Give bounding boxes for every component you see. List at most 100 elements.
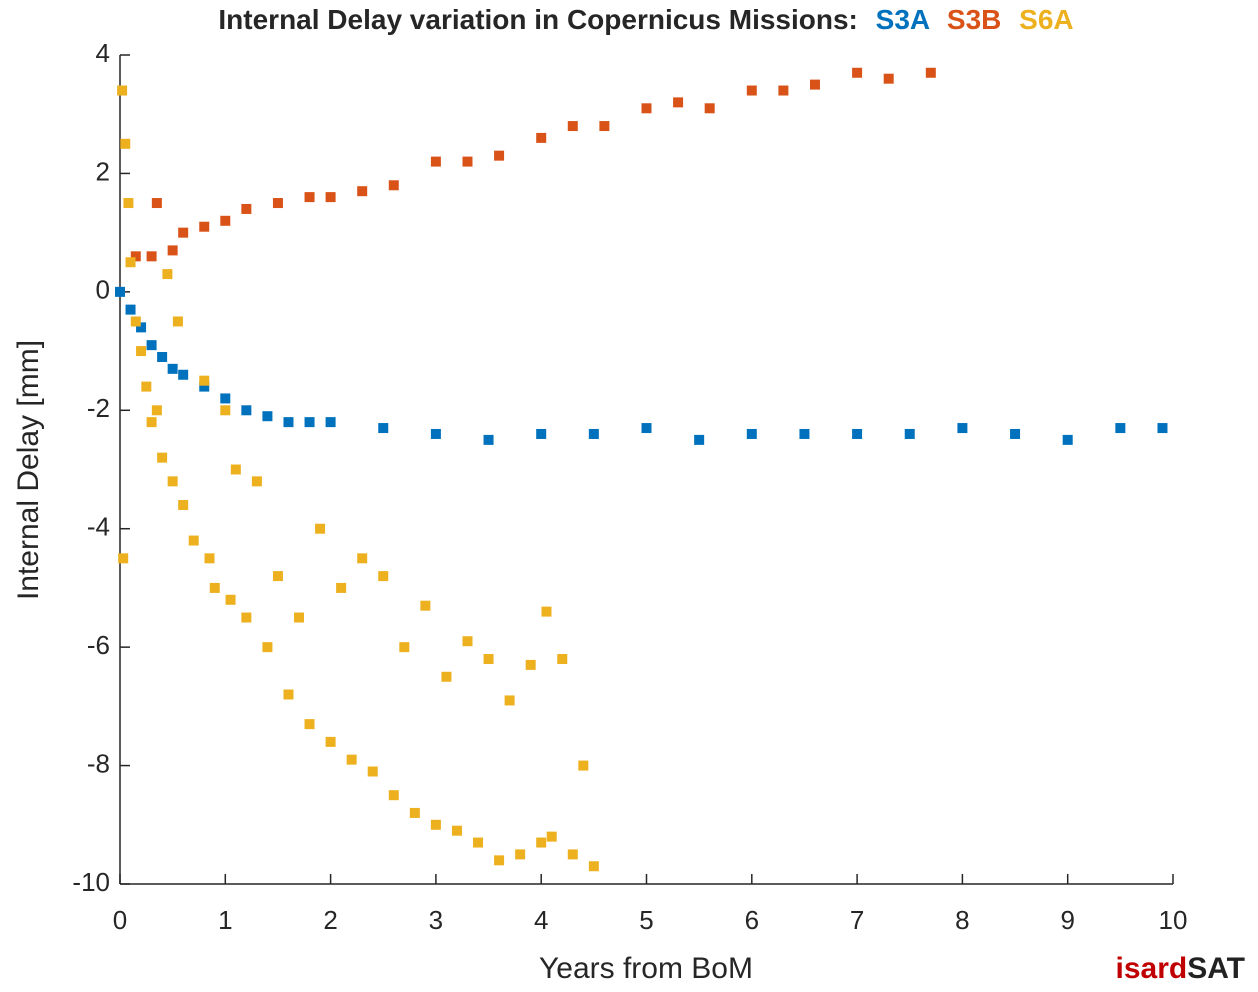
y-tick-label: -8 xyxy=(87,748,110,778)
point xyxy=(388,180,399,191)
point xyxy=(494,150,505,161)
point xyxy=(430,428,441,439)
point xyxy=(136,322,147,333)
point xyxy=(304,192,315,203)
point xyxy=(357,186,368,197)
point xyxy=(557,653,568,664)
point xyxy=(420,600,431,611)
point xyxy=(136,346,147,357)
point xyxy=(852,428,863,439)
y-tick-label: -10 xyxy=(72,867,110,897)
logo-red: isard xyxy=(1116,952,1188,985)
point xyxy=(304,417,315,428)
point xyxy=(118,553,129,564)
point xyxy=(120,138,131,149)
point xyxy=(904,428,915,439)
point xyxy=(146,340,157,351)
point xyxy=(852,67,863,78)
point xyxy=(294,612,305,623)
point xyxy=(430,156,441,167)
point xyxy=(346,754,357,765)
point xyxy=(117,85,128,96)
y-axis-label: Internal Delay [mm] xyxy=(12,340,45,600)
point xyxy=(641,103,652,114)
point xyxy=(525,659,536,670)
point xyxy=(451,825,462,836)
y-tick-label: 4 xyxy=(96,38,110,68)
point xyxy=(694,434,705,445)
point xyxy=(262,411,273,422)
point xyxy=(304,719,315,730)
point xyxy=(778,85,789,96)
point xyxy=(494,855,505,866)
point xyxy=(483,434,494,445)
point xyxy=(151,198,162,209)
y-tick-label: -4 xyxy=(87,512,110,542)
point xyxy=(315,523,326,534)
x-tick-label: 5 xyxy=(639,905,653,935)
x-tick-label: 1 xyxy=(218,905,232,935)
point xyxy=(172,316,183,327)
logo-black: SAT xyxy=(1187,952,1245,985)
y-tick-label: -6 xyxy=(87,630,110,660)
point xyxy=(746,428,757,439)
y-tick-label: 2 xyxy=(96,156,110,186)
x-tick-label: 6 xyxy=(745,905,759,935)
point xyxy=(325,736,336,747)
x-tick-label: 10 xyxy=(1159,905,1188,935)
point xyxy=(204,553,215,564)
point xyxy=(883,73,894,84)
point xyxy=(178,227,189,238)
point xyxy=(957,423,968,434)
point xyxy=(146,417,157,428)
chart-title: Internal Delay variation in Copernicus M… xyxy=(218,4,1073,35)
point xyxy=(262,642,273,653)
point xyxy=(588,861,599,872)
point xyxy=(704,103,715,114)
title-text: Internal Delay variation in Copernicus M… xyxy=(218,4,858,35)
point xyxy=(673,97,684,108)
point xyxy=(515,849,526,860)
logo: isardSAT xyxy=(1116,952,1246,985)
x-tick-label: 7 xyxy=(850,905,864,935)
x-tick-label: 8 xyxy=(955,905,969,935)
point xyxy=(167,363,178,374)
legend-entry: S6A xyxy=(1019,4,1073,35)
y-tick-label: 0 xyxy=(96,275,110,305)
point xyxy=(809,79,820,90)
point xyxy=(541,606,552,617)
point xyxy=(504,695,515,706)
point xyxy=(567,849,578,860)
x-tick-label: 9 xyxy=(1060,905,1074,935)
x-tick-label: 2 xyxy=(323,905,337,935)
point xyxy=(220,405,231,416)
point xyxy=(578,760,589,771)
point xyxy=(1062,434,1073,445)
point xyxy=(230,464,241,475)
point xyxy=(199,221,210,232)
point xyxy=(799,428,810,439)
point xyxy=(241,405,252,416)
point xyxy=(146,251,157,262)
point xyxy=(272,571,283,582)
point xyxy=(162,269,173,280)
y-tick-label: -2 xyxy=(87,393,110,423)
point xyxy=(225,594,236,605)
point xyxy=(199,375,210,386)
point xyxy=(241,612,252,623)
point xyxy=(141,381,152,392)
point xyxy=(220,215,231,226)
point xyxy=(283,689,294,700)
point xyxy=(125,257,136,268)
point xyxy=(336,582,347,593)
point xyxy=(251,476,262,487)
point xyxy=(1157,423,1168,434)
point xyxy=(130,316,141,327)
point xyxy=(325,192,336,203)
point xyxy=(409,807,420,818)
point xyxy=(399,642,410,653)
point xyxy=(473,837,484,848)
point xyxy=(441,671,452,682)
point xyxy=(272,198,283,209)
